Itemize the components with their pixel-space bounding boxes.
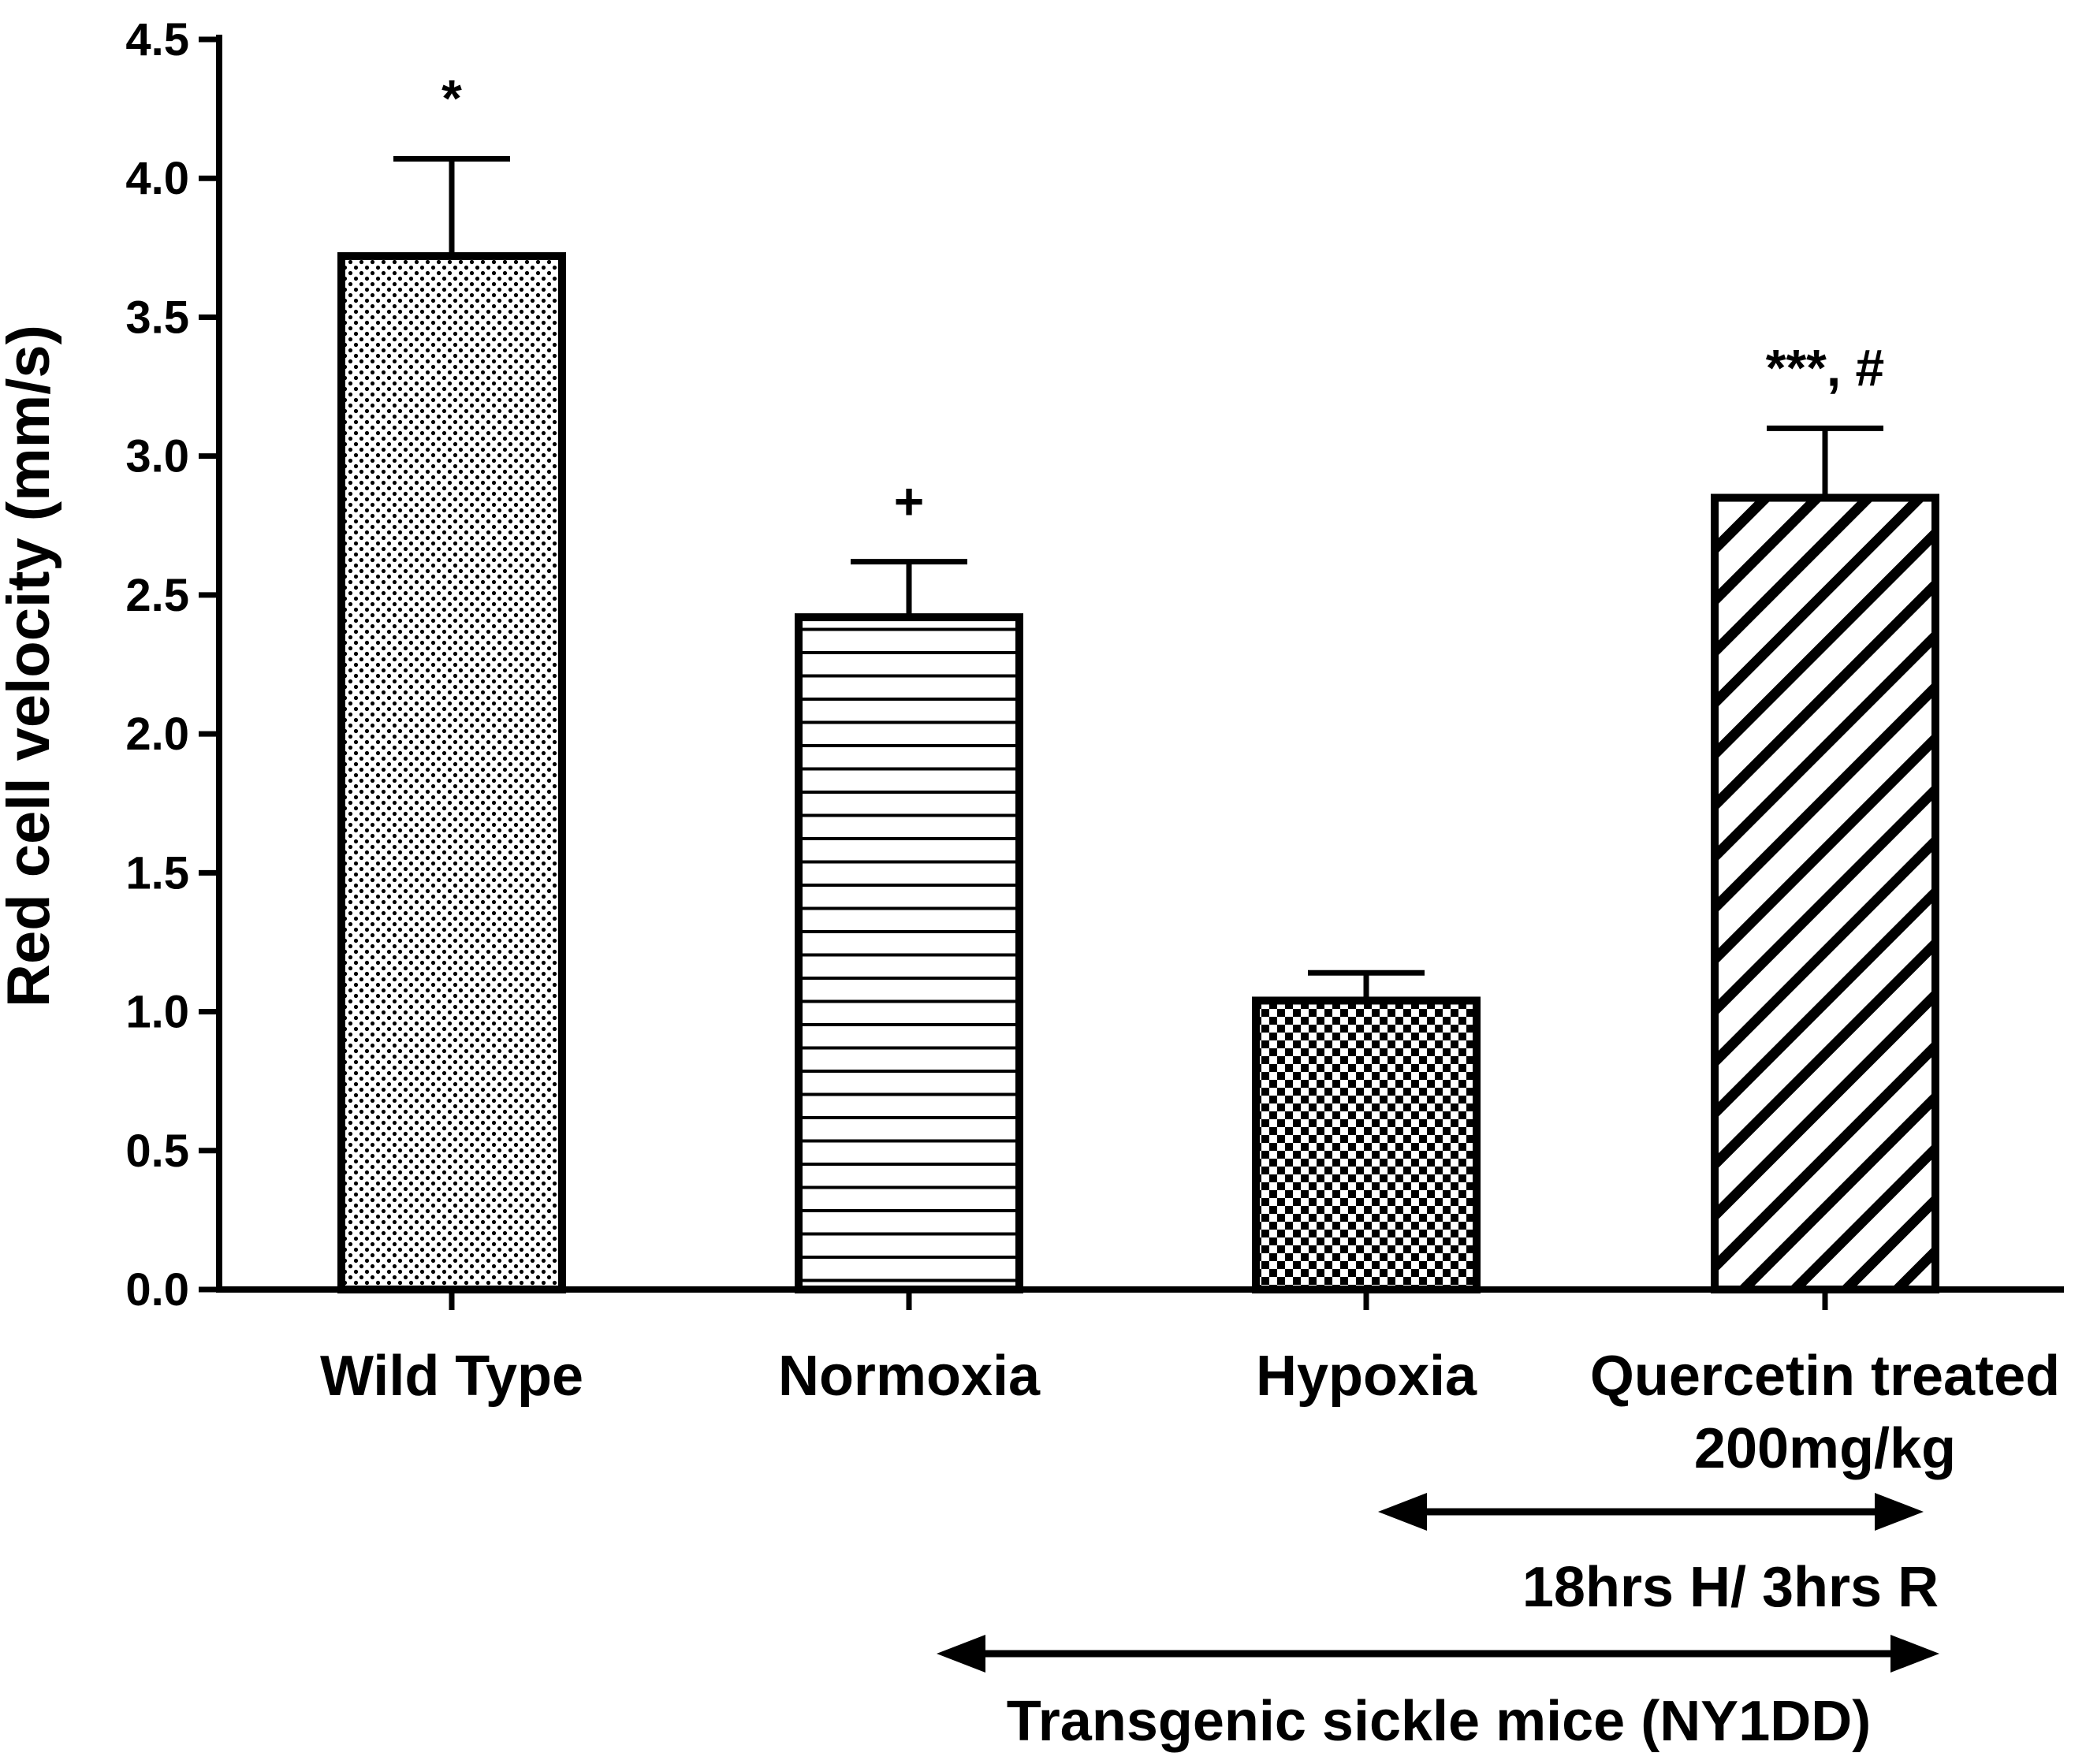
bracket-arrowhead-left [937,1635,985,1673]
bracket-arrowhead-left [1378,1493,1427,1531]
y-tick-label: 2.5 [125,570,189,621]
y-tick-label: 3.0 [125,431,189,482]
bracket-label: Transgenic sickle mice (NY1DD) [1007,1690,1871,1753]
x-category-label: Quercetin treated [1590,1345,2060,1408]
x-category-label: Hypoxia [1256,1345,1477,1408]
significance-annotations: * + ***, # [441,69,1884,530]
bracket-arrowhead-right [1875,1493,1924,1531]
y-axis-ticks: 0.0 0.5 1.0 1.5 2.0 2.5 3.0 3.5 4.0 4.5 [125,14,219,1316]
axes: Wild Type Normoxia Hypoxia Quercetin treate… [216,35,2064,1480]
significance-marker: ***, # [1766,338,1884,396]
significance-marker: * [441,69,462,128]
bar [795,613,1023,1293]
y-tick-label: 3.5 [125,292,189,343]
y-tick-label: 4.0 [125,153,189,204]
y-tick-label: 1.0 [125,987,189,1038]
y-tick-label: 0.0 [125,1264,189,1316]
y-axis-title: Red cell velocity (mm/s) [0,325,62,1007]
plot-area: 0.0 0.5 1.0 1.5 2.0 2.5 3.0 3.5 4.0 4.5 Wild Type… [0,14,2064,1753]
y-tick-label: 4.5 [125,14,189,65]
x-category-label: Normoxia [778,1345,1041,1408]
bar [337,251,566,1294]
y-tick-label: 2.0 [125,709,189,760]
bracket-label: 18hrs H/ 3hrs R [1522,1556,1939,1619]
x-category-label: 200mg/kg [1694,1417,1956,1480]
y-tick-label: 1.5 [125,847,189,899]
x-category-label: Wild Type [320,1345,583,1408]
significance-marker: + [894,472,925,530]
y-tick-label: 0.5 [125,1126,189,1177]
group-brackets: 18hrs H/ 3hrs R Transgenic sickle mice (N… [937,1493,1939,1753]
bars [337,156,1939,1294]
bar [1252,996,1481,1293]
bar [1711,493,1939,1293]
bracket-arrowhead-right [1890,1635,1939,1673]
